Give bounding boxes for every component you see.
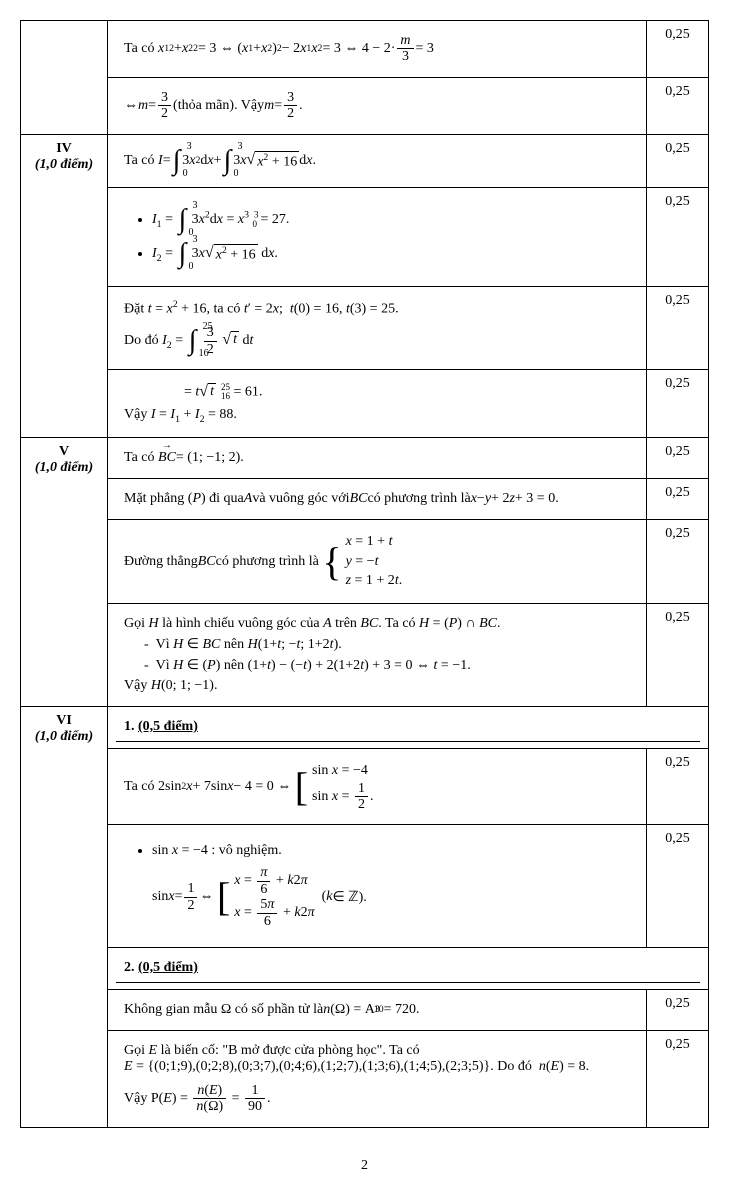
score-cell: 0,25 — [647, 479, 709, 520]
question-number: V — [29, 444, 99, 460]
solution-cell: = t√t2516 = 61. Vậy I = I1 + I2 = 88. — [108, 370, 647, 438]
solution-cell: ⇔ m = 32 (thỏa mãn). Vậy m = 32. — [108, 77, 647, 134]
score-cell: 0,25 — [647, 1030, 709, 1127]
solution-cell: Ta có x12 + x22 = 3 ⇔ (x1 + x2)2 − 2x1x2… — [108, 21, 647, 78]
question-label-vi: VI (1,0 điểm) — [21, 707, 108, 1128]
solution-cell: Không gian mẫu Ω có số phần tử là n(Ω) =… — [108, 989, 647, 1030]
question-label-iv: IV (1,0 điểm) — [21, 134, 108, 438]
score-cell: 0,25 — [647, 438, 709, 479]
solution-cell: sin x = −4 : vô nghiệm. sin x = 12 ⇔ [ x… — [108, 825, 647, 948]
solution-cell: Đặt t = x2 + 16, ta có t′ = 2x; t(0) = 1… — [108, 286, 647, 369]
subpart-header: 2. (0,5 điểm) — [108, 947, 709, 989]
score-cell: 0,25 — [647, 825, 709, 948]
solution-cell: Gọi E là biến cố: "B mở được cửa phòng h… — [108, 1030, 647, 1127]
solution-cell: I1 = 3∫0 3x2dx = x330 = 27. I2 = 3∫0 3x√… — [108, 187, 647, 286]
question-points: (1,0 điểm) — [29, 729, 99, 745]
score-cell: 0,25 — [647, 749, 709, 825]
solution-cell: Ta có BC = (1; −1; 2). — [108, 438, 647, 479]
score-cell: 0,25 — [647, 286, 709, 369]
question-label-blank — [21, 21, 108, 135]
score-cell: 0,25 — [647, 520, 709, 604]
answer-key-page: Ta có x12 + x22 = 3 ⇔ (x1 + x2)2 − 2x1x2… — [20, 20, 709, 1174]
score-cell: 0,25 — [647, 134, 709, 187]
question-number: IV — [29, 141, 99, 157]
question-number: VI — [29, 713, 99, 729]
score-cell: 0,25 — [647, 989, 709, 1030]
solution-cell: Đường thẳng BC có phương trình là { x = … — [108, 520, 647, 604]
page-number: 2 — [20, 1158, 709, 1174]
score-cell: 0,25 — [647, 604, 709, 707]
subpart-header: 1. (0,5 điểm) — [108, 707, 709, 749]
question-points: (1,0 điểm) — [29, 157, 99, 173]
score-cell: 0,25 — [647, 77, 709, 134]
solution-cell: Gọi H là hình chiếu vuông góc của A trên… — [108, 604, 647, 707]
question-label-v: V (1,0 điểm) — [21, 438, 108, 707]
solution-cell: Mặt phẳng (P) đi qua A và vuông góc với … — [108, 479, 647, 520]
solution-cell: Ta có 2sin2x + 7sinx − 4 = 0 ⇔ [ sin x =… — [108, 749, 647, 825]
score-cell: 0,25 — [647, 21, 709, 78]
score-cell: 0,25 — [647, 370, 709, 438]
score-cell: 0,25 — [647, 187, 709, 286]
solution-table: Ta có x12 + x22 = 3 ⇔ (x1 + x2)2 − 2x1x2… — [20, 20, 709, 1128]
question-points: (1,0 điểm) — [29, 460, 99, 476]
solution-cell: Ta có I = 3∫0 3x2dx + 3∫0 3x√x2 + 16 dx. — [108, 134, 647, 187]
